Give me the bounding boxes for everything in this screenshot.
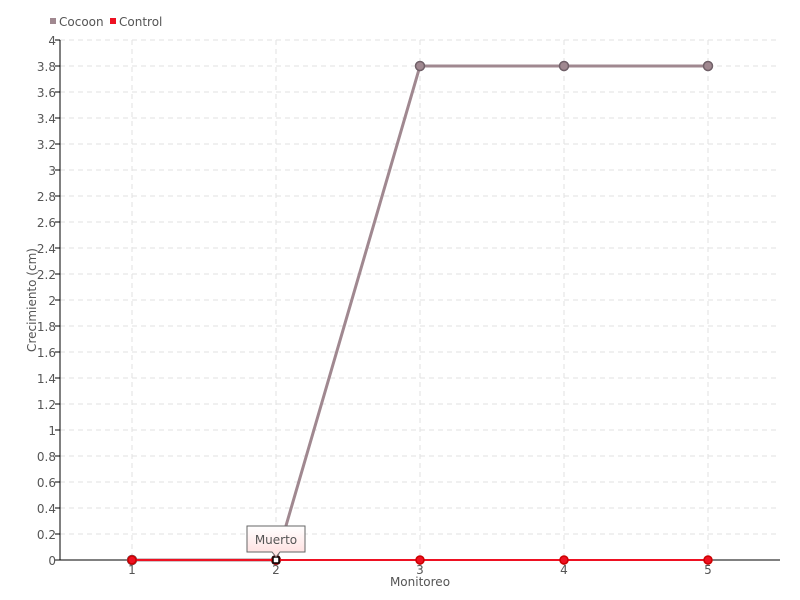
y-tick-label: 1.8 <box>37 320 56 334</box>
legend-swatch-control <box>110 18 116 24</box>
y-tick-label: 4 <box>48 34 56 48</box>
y-tick-label: 0.4 <box>37 502 56 516</box>
x-tick-label: 4 <box>560 563 568 577</box>
legend-label-control: Control <box>119 15 162 29</box>
y-tick-label: 1.4 <box>37 372 56 386</box>
data-point-control <box>415 555 425 565</box>
y-tick-label: 2.4 <box>37 242 56 256</box>
x-tick-label: 2 <box>272 563 280 577</box>
y-tick-label: 2 <box>48 294 56 308</box>
y-tick-label: 1.2 <box>37 398 56 412</box>
y-tick-label: 0 <box>48 554 56 568</box>
legend[interactable]: Cocoon Control <box>50 15 162 29</box>
x-tick-label: 1 <box>128 563 136 577</box>
y-tick-label: 3.8 <box>37 60 56 74</box>
tooltip-text: Muerto <box>255 533 297 547</box>
y-tick-label: 0.2 <box>37 528 56 542</box>
series <box>126 60 714 566</box>
grid <box>60 39 780 560</box>
data-point-control <box>703 555 713 565</box>
data-point-control <box>127 555 137 565</box>
legend-swatch-cocoon <box>50 18 56 24</box>
data-point-cocoon <box>414 60 426 72</box>
y-tick-label: 0.8 <box>37 450 56 464</box>
y-tick-label: 2.8 <box>37 190 56 204</box>
hover-marker <box>272 556 280 564</box>
y-tick-label: 3.6 <box>37 86 56 100</box>
x-axis-label: Monitoreo <box>390 575 450 589</box>
y-tick-label: 3.2 <box>37 138 56 152</box>
y-axis-label: Crecimiento (cm) <box>25 248 39 352</box>
y-tick-label: 2.6 <box>37 216 56 230</box>
legend-label-cocoon: Cocoon <box>59 15 104 29</box>
data-point-cocoon <box>558 60 570 72</box>
axes: 0 0.2 0.4 0.6 0.8 1 1.2 1.4 1.6 1.8 2 2.2 2.4 2.6 2.8 3… <box>37 34 780 577</box>
y-tick-label: 1 <box>48 424 56 438</box>
x-tick-label: 5 <box>704 563 712 577</box>
y-tick-label: 3 <box>48 164 56 178</box>
data-point-control <box>559 555 569 565</box>
y-tick-label: 0.6 <box>37 476 56 490</box>
tooltip-box <box>246 525 306 558</box>
data-point-cocoon <box>702 60 714 72</box>
y-tick-label: 1.6 <box>37 346 56 360</box>
y-tick-label: 2.2 <box>37 268 56 282</box>
y-tick-label: 3.4 <box>37 112 56 126</box>
tooltip: Muerto <box>246 525 306 564</box>
x-tick-label: 3 <box>416 563 424 577</box>
